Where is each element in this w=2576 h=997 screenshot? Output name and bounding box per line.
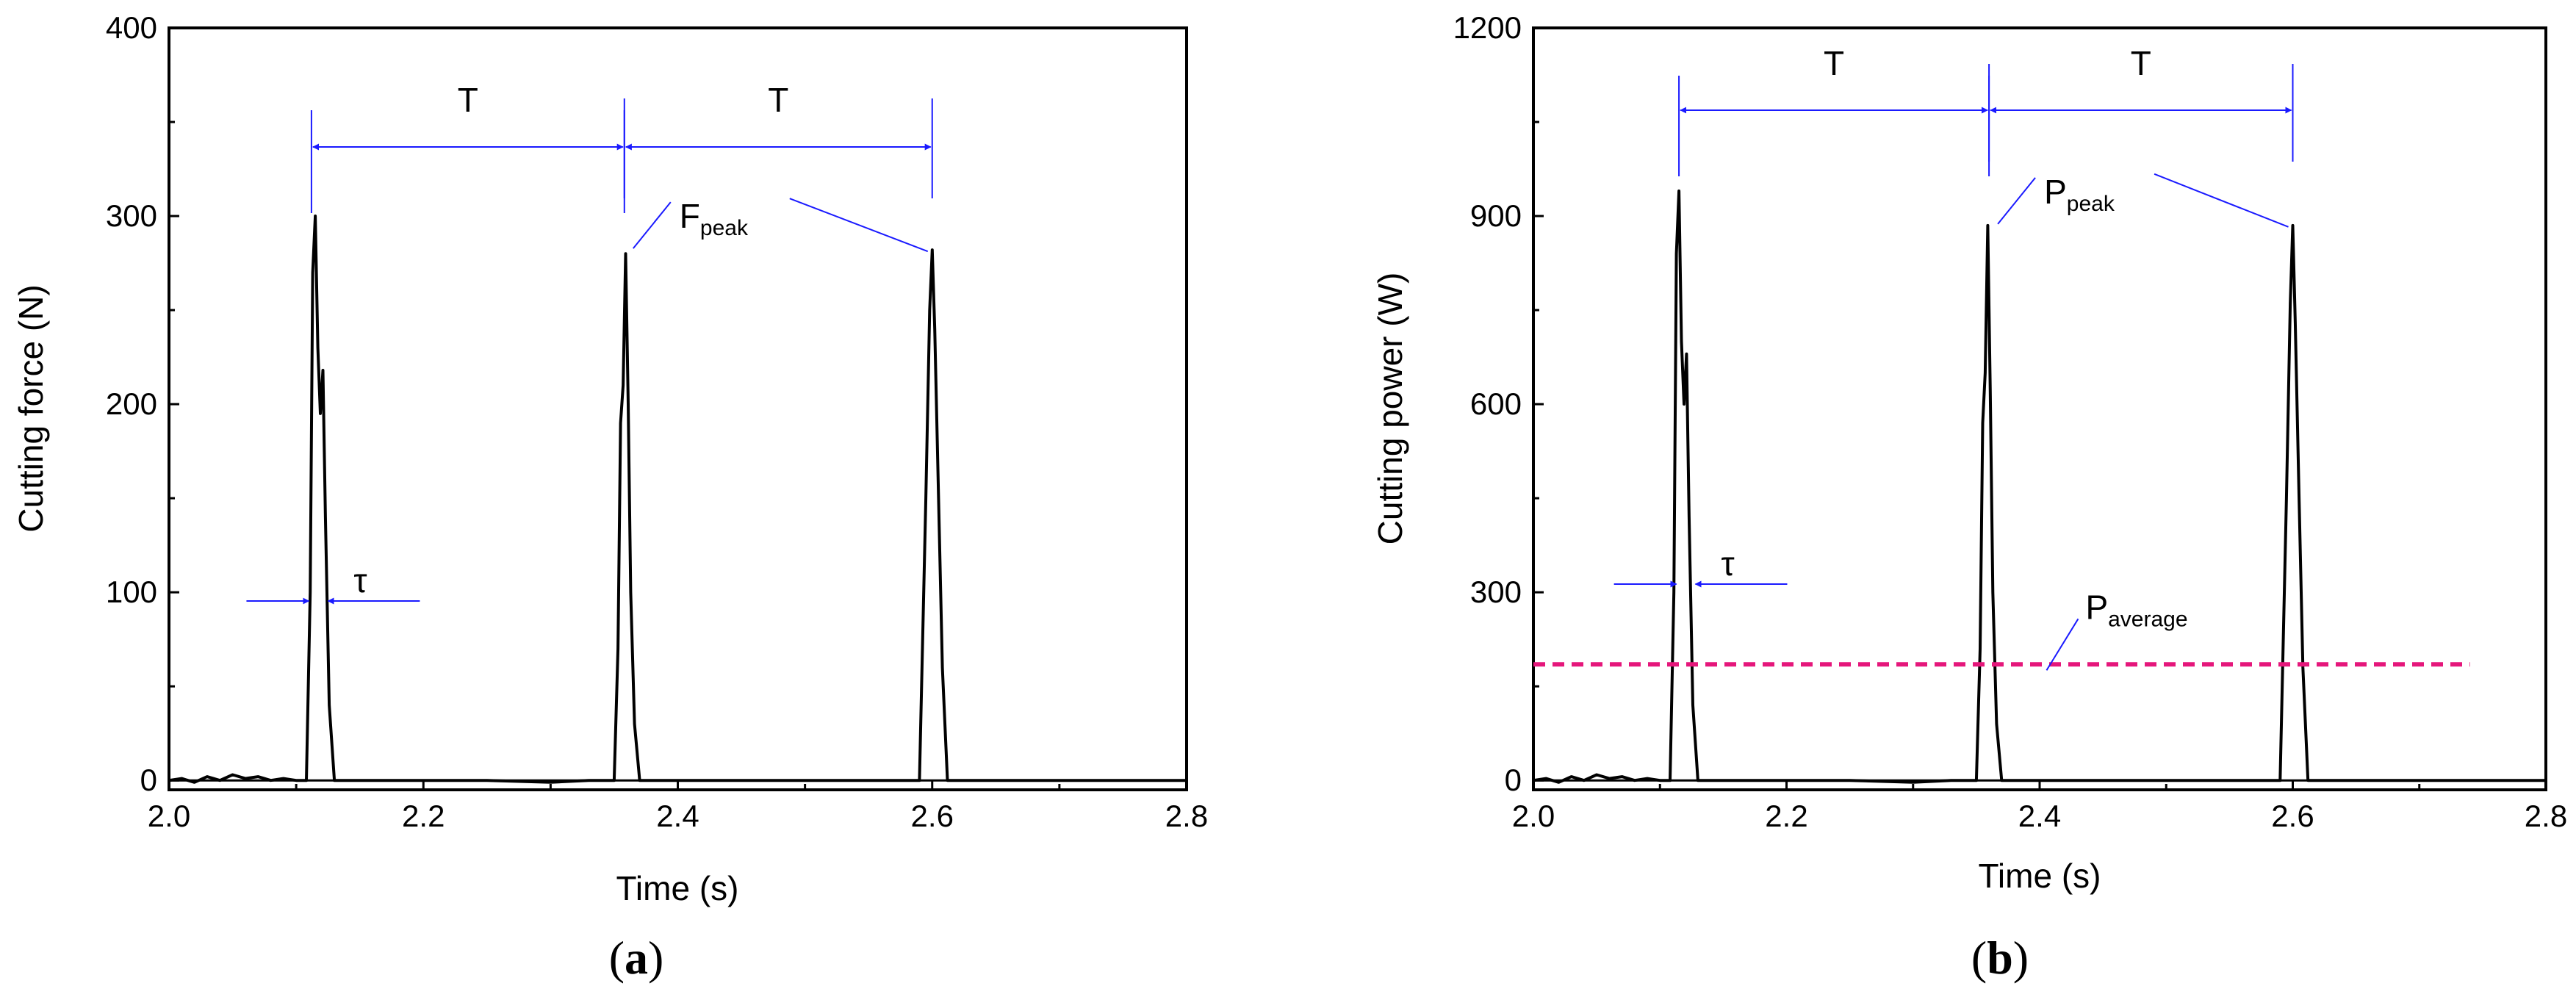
curves [168, 215, 1187, 784]
y-tick-label: 600 [1470, 386, 1522, 421]
x-axis-title: Time (s) [1979, 857, 2101, 895]
panel-a: 2.0 2.2 2.4 2.6 2.8 0 100 200 300 400 T Tτ Fpeak Ti… [12, 10, 1208, 984]
x-tick-label: 2.8 [2525, 799, 2567, 833]
panel-label: (a) [609, 932, 664, 984]
annotations: T Tτ Fpeak [246, 81, 933, 605]
y-tick-label: 900 [1470, 198, 1522, 233]
period-label: T [2131, 44, 2151, 82]
annotations: T Tτ Ppeak Paverage [1613, 44, 2294, 671]
y-tick-label: 300 [106, 198, 157, 233]
ticks: 2.0 2.2 2.4 2.6 2.8 0 100 200 300 400 [106, 10, 1208, 833]
width-label: τ [353, 561, 367, 600]
x-tick-label: 2.4 [656, 799, 699, 833]
signal-line [168, 215, 1187, 784]
x-tick-label: 2.8 [1165, 799, 1208, 833]
ticks: 2.0 2.2 2.4 2.6 2.8 0 300 600 900 1200 [1453, 10, 2568, 833]
y-axis-title: Cutting force (N) [12, 284, 50, 532]
panel-b: 2.0 2.2 2.4 2.6 2.8 0 300 600 900 1200 T Tτ Ppeak Pa… [1371, 10, 2567, 984]
average-leader [2046, 618, 2079, 671]
peak-leader [1997, 177, 2036, 225]
curves [1533, 189, 2546, 784]
panel-letter: b [1987, 932, 2013, 984]
x-tick-label: 2.0 [1512, 799, 1555, 833]
peak-leader [2154, 173, 2289, 228]
x-tick-label: 2.4 [2018, 799, 2061, 833]
signal-line [1533, 189, 2546, 784]
x-axis-title: Time (s) [616, 869, 739, 907]
x-tick-label: 2.0 [148, 799, 190, 833]
y-tick-label: 0 [140, 763, 157, 797]
peak-label: Ppeak [2044, 173, 2115, 216]
period-label: T [1824, 44, 1844, 82]
y-tick-label: 400 [106, 10, 157, 45]
peak-leader [633, 201, 672, 249]
period-label: T [458, 81, 478, 119]
x-tick-label: 2.6 [2271, 799, 2314, 833]
x-tick-label: 2.2 [402, 799, 445, 833]
plot-frame [1532, 26, 2547, 791]
y-tick-label: 100 [106, 575, 157, 609]
x-tick-label: 2.2 [1765, 799, 1807, 833]
average-label: Paverage [2085, 588, 2187, 631]
peak-leader [789, 198, 929, 253]
period-label: T [768, 81, 788, 119]
y-tick-label: 300 [1470, 575, 1522, 609]
y-tick-label: 200 [106, 386, 157, 421]
y-axis-title: Cutting power (W) [1371, 273, 1409, 545]
panel-label: (b) [1971, 932, 2029, 984]
y-tick-label: 1200 [1453, 10, 1522, 45]
panel-letter: a [625, 932, 648, 984]
peak-label: Fpeak [680, 197, 749, 240]
width-label: τ [1721, 544, 1734, 583]
y-tick-label: 0 [1505, 763, 1522, 797]
x-tick-label: 2.6 [911, 799, 954, 833]
